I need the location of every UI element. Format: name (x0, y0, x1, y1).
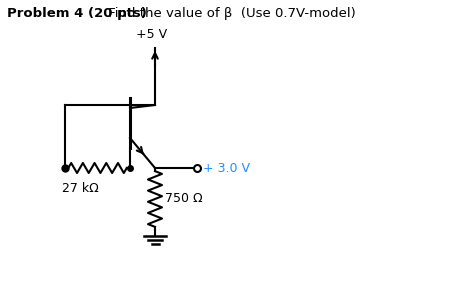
Text: Find the value of β  (Use 0.7V-model): Find the value of β (Use 0.7V-model) (104, 8, 356, 20)
Text: 27 kΩ: 27 kΩ (62, 182, 99, 195)
Text: +5 V: +5 V (137, 28, 168, 40)
Text: + 3.0 V: + 3.0 V (203, 162, 250, 175)
Text: Problem 4 (20 pts): Problem 4 (20 pts) (7, 8, 147, 20)
Text: 750 Ω: 750 Ω (165, 193, 203, 205)
